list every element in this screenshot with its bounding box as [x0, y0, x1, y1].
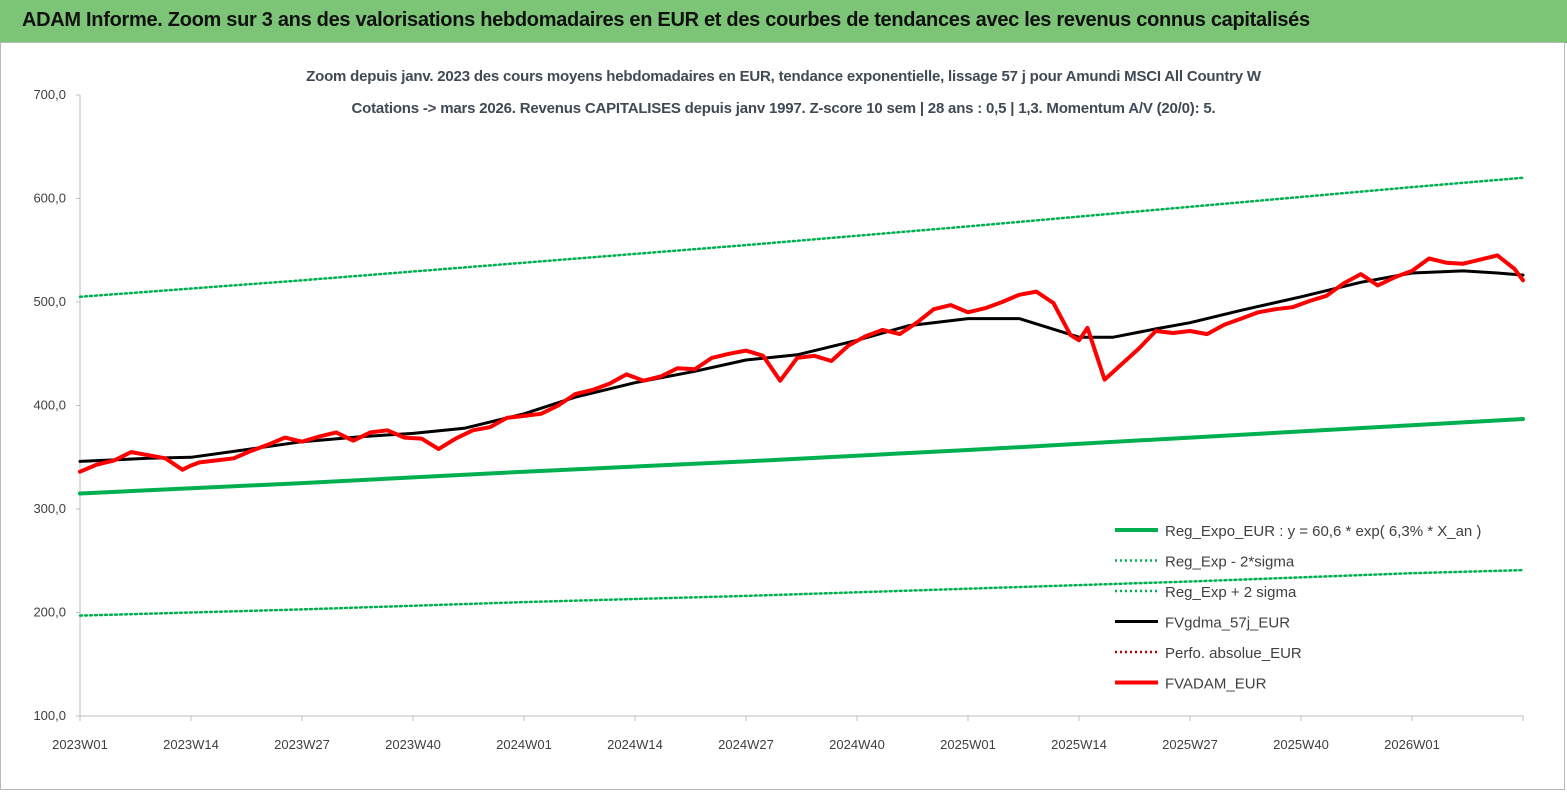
x-tick-label: 2023W40	[385, 737, 441, 752]
y-tick-label: 700,0	[33, 87, 66, 102]
x-tick-label: 2023W27	[274, 737, 330, 752]
y-tick-label: 100,0	[33, 708, 66, 723]
y-tick-label: 600,0	[33, 191, 66, 206]
x-tick-label: 2024W40	[829, 737, 885, 752]
x-tick-label: 2024W01	[496, 737, 552, 752]
y-tick-label: 400,0	[33, 398, 66, 413]
series-line-fvadam-eur-5	[78, 253, 1525, 474]
legend-label: Reg_Exp + 2 sigma	[1165, 584, 1297, 601]
y-tick-label: 300,0	[33, 501, 66, 516]
x-tick-label: 2025W40	[1273, 737, 1329, 752]
series-line-reg-exp-1	[78, 568, 1525, 617]
page-title: ADAM Informe. Zoom sur 3 ans des valoris…	[22, 9, 1310, 31]
x-tick-label: 2026W01	[1384, 737, 1440, 752]
series-line-reg-exp-2	[78, 176, 1525, 299]
legend-label: Reg_Exp - 2*sigma	[1165, 554, 1295, 571]
x-tick-label: 2024W27	[718, 737, 774, 752]
chart-subtitle: Cotations -> mars 2026. Revenus CAPITALI…	[351, 100, 1216, 117]
chart-series	[78, 176, 1525, 617]
chart-frame	[0, 42, 1565, 790]
legend-label: Reg_Expo_EUR : y = 60,6 * exp( 6,3% * X_…	[1165, 523, 1481, 540]
legend-label: FVADAM_EUR	[1165, 676, 1267, 693]
chart-title: Zoom depuis janv. 2023 des cours moyens …	[306, 68, 1261, 85]
x-tick-label: 2023W14	[163, 737, 219, 752]
legend-label: Perfo. absolue_EUR	[1165, 645, 1302, 662]
x-tick-label: 2025W27	[1162, 737, 1218, 752]
series-line-reg-expo-eur-0	[78, 417, 1525, 496]
legend-label: FVgdma_57j_EUR	[1165, 615, 1290, 632]
x-tick-label: 2024W14	[607, 737, 663, 752]
x-tick-label: 2025W14	[1051, 737, 1107, 752]
y-tick-label: 500,0	[33, 294, 66, 309]
chart-axes: 100,0 200,0 300,0 400,0 500,0 600,0 700,0 2023W…	[33, 87, 1524, 752]
x-tick-label: 2025W01	[940, 737, 996, 752]
chart-legend: Reg_Expo_EUR : y = 60,6 * exp( 6,3% * X_…	[1115, 523, 1481, 693]
x-tick-label: 2023W01	[52, 737, 108, 752]
y-tick-label: 200,0	[33, 605, 66, 620]
